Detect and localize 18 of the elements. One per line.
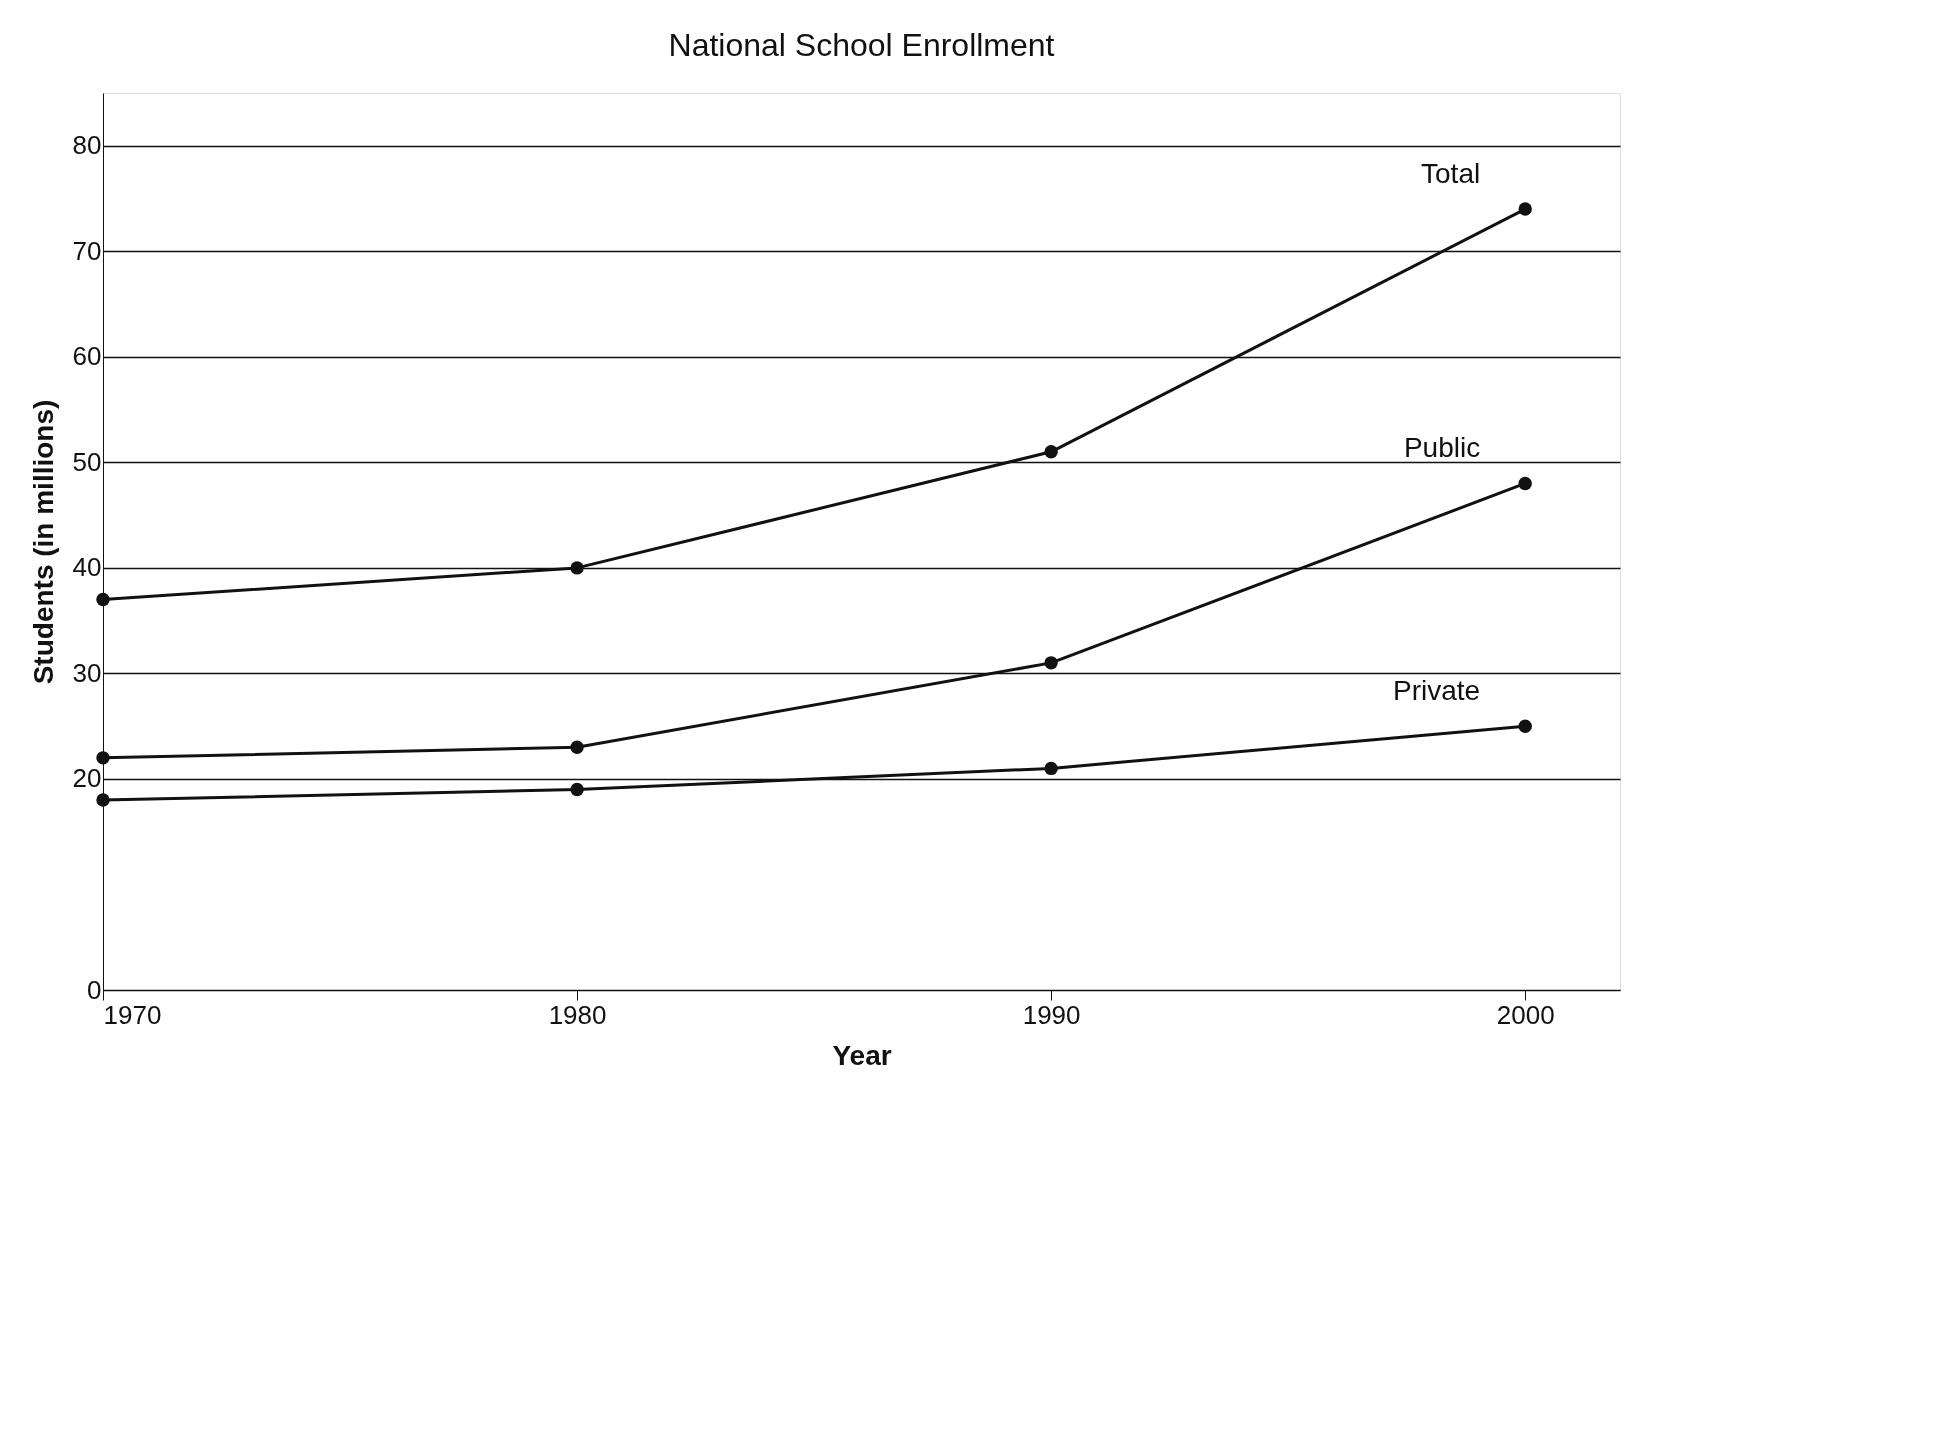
y-tick-label: 80	[72, 130, 102, 161]
y-tick-label: 40	[72, 552, 102, 583]
y-tick-label: 0	[87, 974, 102, 1005]
y-axis-title: Students (in millions)	[27, 399, 59, 685]
y-tick-label: 50	[72, 446, 102, 477]
y-tick-label: 30	[72, 657, 102, 688]
x-axis-title: Year	[832, 1039, 892, 1071]
x-tick-label: 1990	[1022, 999, 1081, 1030]
series-label: Private	[1393, 675, 1481, 707]
y-tick-label: 60	[72, 341, 102, 372]
x-tick-label: 1970	[103, 999, 162, 1030]
x-tick-label: 2000	[1496, 999, 1555, 1030]
y-tick-label: 20	[72, 763, 102, 794]
chart-title: National School Enrollment	[668, 27, 1055, 63]
x-tick-label: 1980	[548, 999, 607, 1030]
series-label: Total	[1421, 158, 1481, 190]
y-tick-label: 70	[72, 235, 102, 266]
series-label: Public	[1403, 432, 1481, 464]
